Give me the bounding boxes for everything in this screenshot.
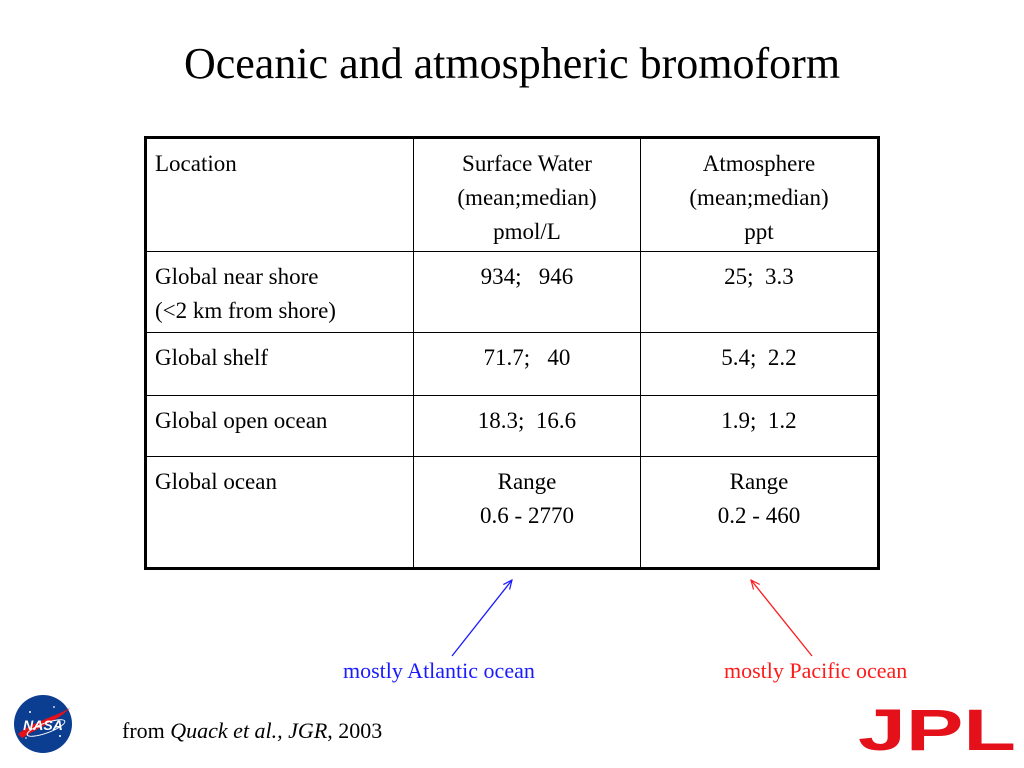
pacific-arrow [751, 580, 812, 656]
jpl-logo-icon: JPL [858, 704, 1018, 754]
svg-text:JPL: JPL [858, 704, 1016, 754]
nasa-logo-icon: NASA [8, 692, 78, 756]
atlantic-note: mostly Atlantic ocean [343, 658, 535, 684]
svg-text:NASA: NASA [23, 717, 63, 733]
citation: from Quack et al., JGR, 2003 [122, 718, 382, 744]
atlantic-arrow [452, 580, 512, 656]
citation-authors: Quack et al., JGR [170, 718, 327, 743]
pacific-note: mostly Pacific ocean [724, 658, 907, 684]
